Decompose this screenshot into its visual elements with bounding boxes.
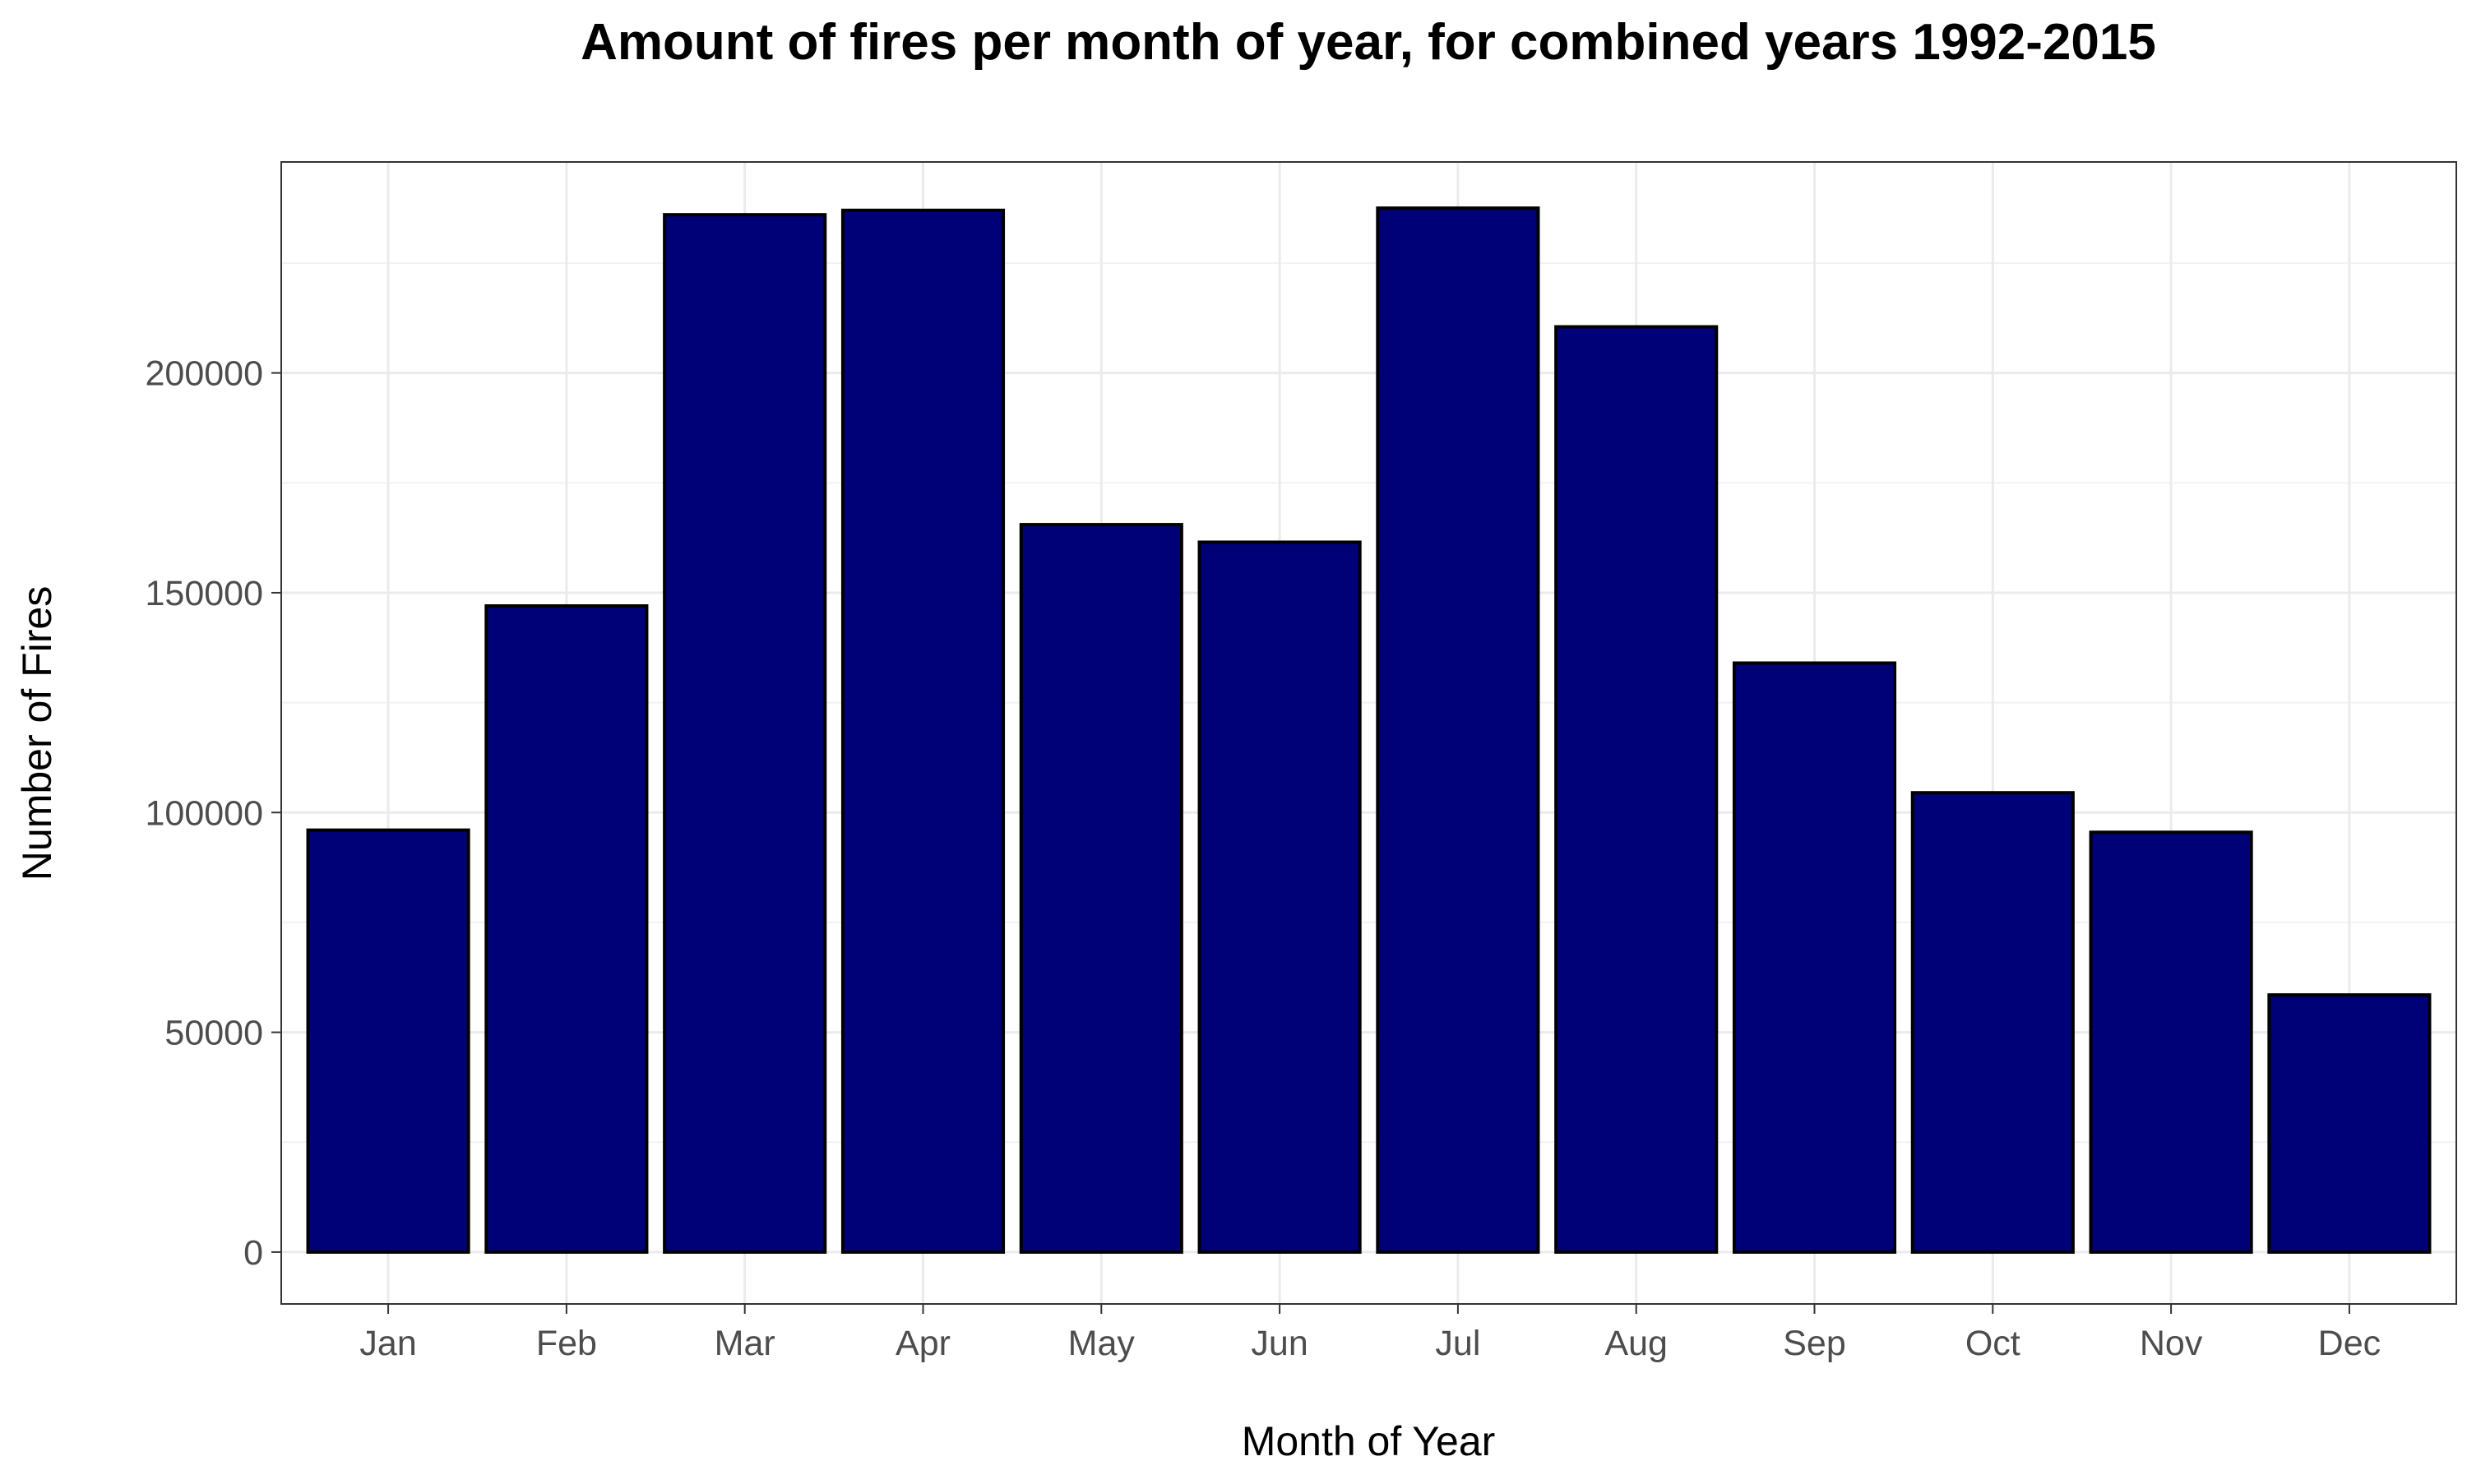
x-tick-label: Jan (359, 1324, 416, 1363)
bar-mar (663, 213, 827, 1254)
bars-layer (306, 206, 2432, 1254)
x-tick-label: Mar (715, 1324, 775, 1363)
y-tick-label: 50000 (164, 1014, 263, 1053)
bar-oct (1910, 791, 2075, 1254)
x-tick-label: May (1068, 1324, 1136, 1363)
x-tick-label: Dec (2318, 1324, 2381, 1363)
y-tick-label: 0 (243, 1233, 263, 1273)
bar-apr (840, 208, 1006, 1254)
chart-title: Amount of fires per month of year, for c… (581, 14, 2156, 71)
bar-jan (306, 828, 470, 1254)
tick-labels-layer: 0 50000 100000 150000 200000 Jan Feb Mar Apr May J… (146, 354, 2381, 1363)
bar-dec (2267, 993, 2432, 1254)
bar-jun (1197, 540, 1362, 1254)
ticks-layer (271, 372, 2350, 1314)
x-tick-label: Nov (2140, 1324, 2203, 1363)
plot-panel-border (280, 161, 2457, 1305)
x-tick-label: Jun (1251, 1324, 1308, 1363)
y-tick-label: 100000 (146, 793, 264, 833)
x-tick-label: Sep (1783, 1324, 1846, 1363)
x-tick-label: Aug (1604, 1324, 1668, 1363)
bar-nov (2089, 830, 2253, 1254)
x-tick-label: Apr (896, 1324, 951, 1363)
y-tick-label: 150000 (146, 574, 264, 613)
bar-sep (1732, 661, 1897, 1254)
y-tick-label: 200000 (146, 354, 264, 394)
bar-aug (1554, 325, 1719, 1254)
bar-may (1019, 523, 1183, 1254)
x-tick-label: Jul (1435, 1324, 1480, 1363)
x-tick-label: Oct (1965, 1324, 2020, 1363)
x-tick-label: Feb (536, 1324, 597, 1363)
x-axis-title: Month of Year (1242, 1418, 1496, 1464)
bar-jul (1376, 206, 1540, 1254)
bar-feb (484, 603, 649, 1254)
y-axis-title: Number of Fires (14, 586, 60, 881)
